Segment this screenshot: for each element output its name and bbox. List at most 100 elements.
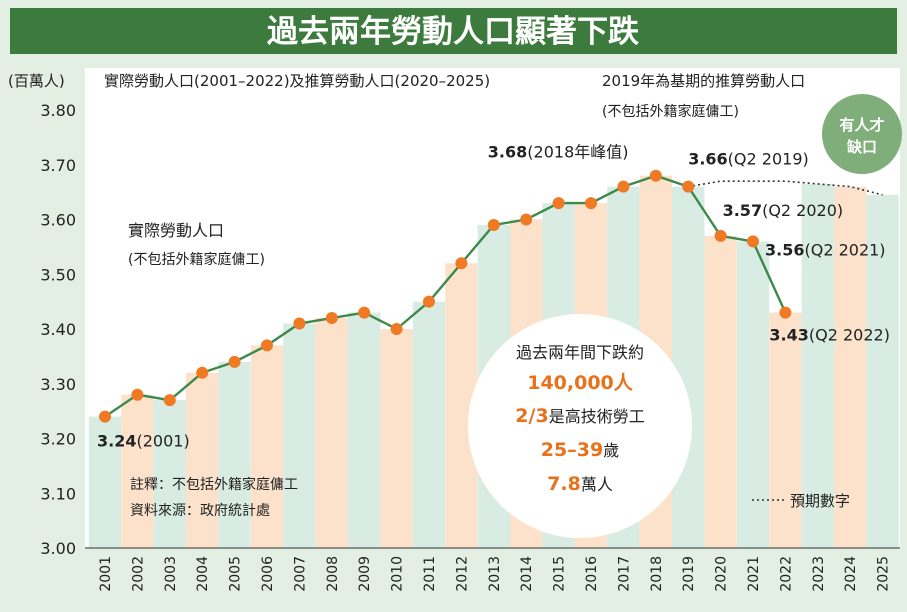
y-tick-label: 3.70: [40, 156, 76, 175]
x-tick-label: 2007: [292, 556, 308, 592]
summary-line-1: 過去兩年間下跌約: [516, 343, 644, 362]
data-label-value: 3.66: [688, 150, 727, 169]
x-tick-label: 2016: [584, 556, 600, 592]
summary-age-range: 25–39: [541, 439, 603, 461]
summary-fraction-text: 是高技術勞工: [549, 407, 645, 426]
year-band: [672, 186, 705, 548]
y-tick-label: 3.20: [40, 430, 76, 449]
x-tick-label: 2012: [454, 556, 470, 592]
summary-count-text: 萬人: [581, 475, 613, 494]
data-label: 3.68(2018年峰值): [488, 143, 629, 162]
data-point: [163, 394, 176, 407]
year-band: [315, 318, 348, 548]
badge-line-2: 缺口: [846, 138, 877, 156]
data-point: [261, 339, 273, 352]
year-band: [283, 323, 316, 548]
x-tick-label: 2005: [228, 556, 244, 592]
y-axis: 3.00 3.10 3.20 3.30 3.40 3.50 3.60 3.70 3.80: [40, 101, 76, 558]
year-band: [412, 301, 446, 548]
data-point: [325, 312, 338, 325]
data-point: [552, 197, 565, 210]
x-tick-label: 2013: [487, 556, 503, 592]
data-label-text: (Q2 2022): [809, 326, 890, 345]
summary-line-4: 25–39歲: [541, 439, 619, 461]
x-tick-label: 2002: [130, 556, 146, 592]
x-tick-label: 2018: [649, 556, 665, 592]
y-axis-unit: (百萬人): [8, 72, 65, 90]
data-point: [99, 410, 111, 423]
year-band: [88, 416, 122, 548]
x-tick-label: 2003: [163, 556, 179, 592]
x-tick-label: 2022: [778, 556, 794, 592]
y-tick-label: 3.60: [40, 211, 76, 230]
data-point: [423, 295, 435, 308]
data-point: [390, 323, 403, 335]
data-label-text: (2018年峰值): [527, 143, 628, 162]
y-tick-label: 3.00: [40, 539, 76, 558]
x-tick-label: 2019: [681, 556, 697, 592]
year-band: [769, 312, 802, 548]
data-label: 3.57(Q2 2020): [723, 201, 844, 220]
legend-projection-note: (不包括外籍家庭傭工): [602, 103, 739, 120]
x-tick-label: 2021: [746, 556, 762, 592]
data-point: [585, 197, 597, 210]
data-label-value: 3.57: [723, 201, 762, 220]
y-tick-label: 3.40: [40, 320, 76, 339]
footnote-source: 資料來源：政府統計處: [130, 503, 270, 519]
x-tick-label: 2015: [552, 556, 568, 592]
data-point: [649, 169, 662, 182]
x-tick-label: 2009: [357, 556, 373, 592]
footnote-note: 註釋：不包括外籍家庭傭工: [130, 476, 298, 493]
data-label-value: 3.68: [488, 143, 527, 162]
summary-line-3: 2/3是高技術勞工: [515, 405, 644, 427]
x-axis: 2001 2002 2003 2004 2005 2006 2007 2008 2009 2010…: [98, 556, 892, 592]
data-label-value: 3.24: [97, 432, 136, 451]
data-point: [228, 355, 241, 368]
series-label-name: 實際勞動人口: [128, 221, 224, 240]
title-banner: [10, 8, 897, 54]
data-point: [747, 235, 759, 248]
data-label-value: 3.43: [769, 326, 808, 345]
x-tick-label: 2008: [325, 556, 341, 592]
data-point: [520, 213, 533, 226]
year-band: [801, 183, 834, 548]
year-band: [704, 235, 737, 549]
data-label: 3.56(Q2 2021): [765, 240, 886, 259]
y-tick-label: 3.80: [40, 101, 76, 120]
data-label: 3.43(Q2 2022): [769, 326, 890, 345]
data-point: [358, 306, 371, 319]
x-tick-label: 2017: [616, 556, 632, 592]
x-tick-label: 2010: [390, 556, 406, 592]
data-label: 3.66(Q2 2019): [688, 150, 809, 169]
data-point: [682, 180, 695, 193]
year-band: [348, 312, 381, 548]
year-band: [186, 372, 219, 548]
talent-gap-badge: [822, 94, 902, 174]
legend-projection-series: 2019年為基期的推算勞動人口: [602, 72, 805, 90]
data-label-text: (Q2 2021): [804, 240, 885, 259]
summary-fraction: 2/3: [515, 405, 548, 427]
chart-title: 過去兩年勞動人口顯著下跌: [267, 14, 639, 50]
year-band: [218, 361, 251, 548]
x-tick-label: 2025: [876, 556, 892, 592]
year-band: [250, 345, 284, 548]
y-tick-label: 3.30: [40, 375, 76, 394]
legend-actual-series: 實際勞動人口(2001–2022)及推算勞動人口(2020–2025): [104, 72, 490, 90]
data-label: 3.24(2001): [97, 432, 190, 451]
summary-circle: [468, 314, 692, 538]
data-point: [714, 229, 727, 242]
data-point: [487, 218, 500, 231]
x-tick-label: 2023: [811, 556, 827, 592]
data-label-value: 3.56: [765, 240, 804, 259]
actual-line: [104, 174, 787, 418]
year-band: [121, 394, 154, 548]
year-band: [736, 241, 770, 548]
year-band: [866, 194, 899, 549]
dotted-legend-label: 預期數字: [790, 492, 850, 510]
year-band: [834, 186, 867, 548]
data-point: [779, 306, 792, 319]
y-tick-label: 3.10: [40, 484, 76, 503]
summary-line-5: 7.8萬人: [547, 473, 613, 495]
summary-count: 7.8: [547, 473, 581, 495]
